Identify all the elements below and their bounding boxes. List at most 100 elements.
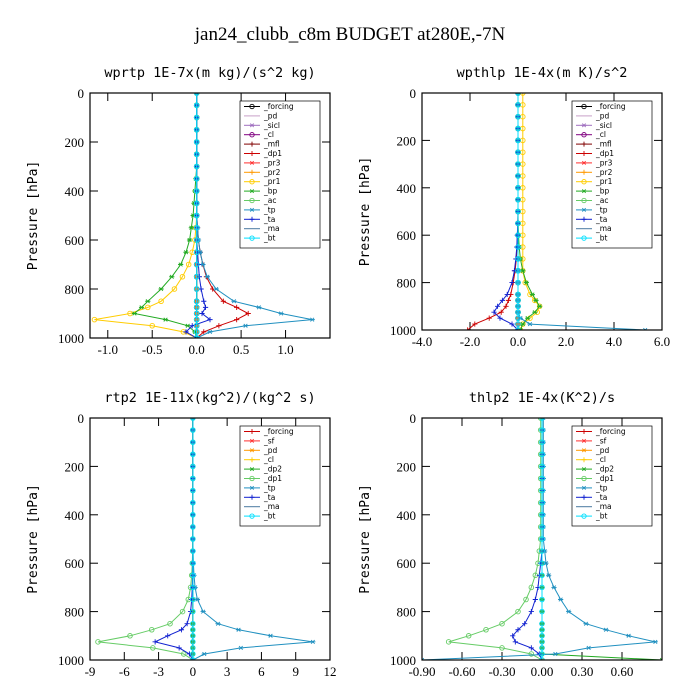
data-point xyxy=(190,548,196,554)
x-tick-label: -0.5 xyxy=(142,342,163,357)
data-point xyxy=(242,323,249,328)
plot-frame xyxy=(421,92,663,331)
y-tick-label: 200 xyxy=(397,459,417,474)
data-point xyxy=(190,572,196,579)
legend: _forcing_sf_pd_cl_dp2_dp1_tp_ta_ma_bt xyxy=(571,425,653,527)
data-point xyxy=(193,212,200,219)
data-point xyxy=(201,651,207,657)
data-point xyxy=(515,93,521,96)
data-point xyxy=(145,299,151,304)
data-point xyxy=(539,584,545,591)
data-point xyxy=(310,639,316,644)
data-point xyxy=(256,305,262,310)
legend-label: _pr1 xyxy=(263,177,281,186)
legend-label: _pd xyxy=(595,446,610,455)
data-point xyxy=(539,512,545,518)
data-point xyxy=(504,291,510,298)
data-point xyxy=(523,280,529,285)
legend-label: _tp xyxy=(595,483,608,492)
y-tick-label: 0 xyxy=(410,86,417,101)
data-point xyxy=(193,274,200,280)
data-point xyxy=(558,597,564,602)
x-tick-label: 2.0 xyxy=(558,334,574,349)
panel-wprtp: wprtp 1E-7x(m kg)/(s^2 kg) Pressure [hPa]… xyxy=(26,65,331,357)
panel-title: wpthlp 1E-4x(m K)/s^2 xyxy=(457,65,628,81)
data-point xyxy=(512,639,518,645)
data-point xyxy=(626,633,632,638)
data-point xyxy=(193,304,200,311)
data-point xyxy=(499,297,505,303)
x-tick-label: 1.0 xyxy=(277,342,293,357)
data-point xyxy=(537,304,543,309)
data-point xyxy=(190,651,196,657)
data-point xyxy=(190,487,196,494)
legend-label: _dp2 xyxy=(595,465,614,474)
legend-label: _dp1 xyxy=(263,474,282,483)
legend-label: _pd xyxy=(263,446,278,455)
data-point xyxy=(495,303,501,309)
legend-marker xyxy=(581,429,587,434)
data-point xyxy=(234,317,240,323)
legend-marker xyxy=(249,475,255,482)
data-point xyxy=(245,310,251,317)
legend-marker xyxy=(249,485,255,490)
x-tick-label: 0.60 xyxy=(611,664,634,679)
data-point xyxy=(520,268,526,273)
legend-label: _ta xyxy=(263,215,275,224)
x-tick-label: -1.0 xyxy=(97,342,118,357)
data-point xyxy=(220,298,226,304)
legend-label: _forcing xyxy=(595,427,626,436)
data-point xyxy=(201,329,207,335)
legend: _forcing_sf_pd_cl_dp2_dp1_tp_ta_ma_bt xyxy=(239,425,321,527)
data-point xyxy=(528,584,535,591)
legend-marker xyxy=(581,494,587,500)
data-point xyxy=(566,609,572,614)
legend-label: _bt xyxy=(595,234,608,243)
y-tick-label: 1000 xyxy=(58,653,84,668)
data-point xyxy=(309,317,315,322)
data-point xyxy=(199,310,205,317)
data-point xyxy=(202,304,209,310)
data-point xyxy=(178,627,185,633)
data-point xyxy=(517,327,523,330)
data-point xyxy=(193,93,200,96)
data-point xyxy=(200,262,206,267)
data-point xyxy=(517,327,524,330)
data-point xyxy=(486,315,492,321)
legend-marker xyxy=(249,207,255,212)
legend-label: _ta xyxy=(595,493,607,502)
series-line xyxy=(448,418,543,660)
y-tick-label: 400 xyxy=(65,508,85,523)
data-point xyxy=(190,608,196,615)
data-point xyxy=(515,256,521,262)
x-tick-label: 0.0 xyxy=(189,342,205,357)
series-group xyxy=(465,93,648,330)
data-point xyxy=(193,102,200,108)
legend-label: _sf xyxy=(263,436,275,445)
data-point xyxy=(178,262,184,267)
legend-label: _pr1 xyxy=(595,177,613,186)
data-point xyxy=(515,232,521,238)
legend-marker xyxy=(581,141,587,147)
data-point xyxy=(193,151,200,157)
legend-label: _ma xyxy=(263,224,280,233)
legend-label: _cl xyxy=(595,130,606,139)
plot-frame xyxy=(89,92,331,339)
y-tick-label: 200 xyxy=(65,459,85,474)
data-point xyxy=(207,329,213,334)
y-tick-label: 600 xyxy=(65,556,85,571)
data-point xyxy=(515,137,521,144)
data-point xyxy=(185,323,191,328)
data-point xyxy=(539,463,545,470)
data-point xyxy=(193,126,200,133)
legend-label: _cl xyxy=(595,455,606,464)
data-point xyxy=(179,274,186,280)
x-tick-label: -6 xyxy=(119,664,130,679)
data-point xyxy=(515,627,521,633)
legend-marker xyxy=(249,189,255,194)
data-point xyxy=(190,627,196,633)
y-axis-label: Pressure [hPa] xyxy=(358,157,373,267)
data-point xyxy=(167,620,173,627)
legend-label: _sf xyxy=(595,436,607,445)
y-tick-label: 600 xyxy=(397,228,417,243)
